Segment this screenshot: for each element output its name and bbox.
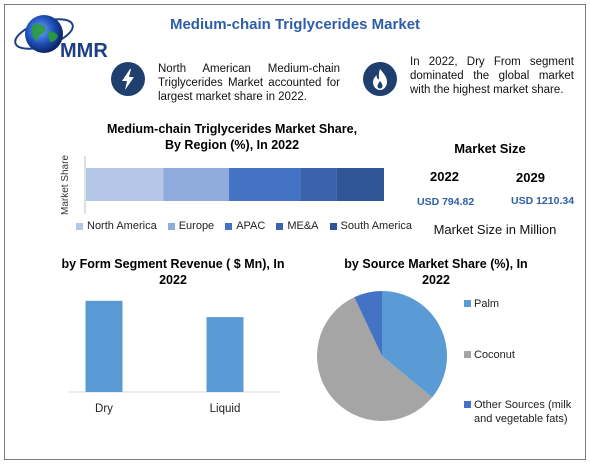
legend-swatch	[167, 222, 175, 230]
form-chart-title: by Form Segment Revenue ( $ Mn), In 2022	[61, 257, 285, 287]
source-chart-title: by Source Market Share (%), In 2022	[344, 257, 528, 287]
region-share-chart: Market Share	[60, 155, 384, 215]
pie-slice-palm	[382, 291, 447, 398]
region-legend: North America Europe APAC ME&A South America	[76, 220, 423, 232]
region-chart-title: Medium-chain Triglycerides Market Share,…	[106, 122, 358, 152]
page-title: Medium-chain Triglycerides Market	[169, 16, 421, 33]
legend-swatch	[276, 222, 284, 230]
legend-item-south-america: South America	[329, 220, 413, 232]
infographic-frame	[4, 4, 586, 460]
legend-item-north-america: North America	[76, 220, 157, 232]
logo-text: MMR	[60, 40, 108, 62]
legend-swatch	[225, 222, 233, 230]
north-america-callout: North American Medium-chain Triglyceride…	[158, 63, 340, 103]
mmr-logo: MMR	[14, 10, 132, 68]
legend-label: Palm	[474, 298, 500, 310]
globe-logo-icon: MMR	[14, 15, 108, 62]
dry-form-callout: In 2022, Dry From segment dominated the …	[410, 56, 574, 96]
region-bar-apac	[229, 168, 301, 201]
pie-slice-other	[354, 291, 382, 356]
region-bar-me-a	[300, 168, 337, 201]
source-share-pie	[317, 291, 447, 421]
form-tick-label: Dry	[95, 403, 113, 415]
legend-item-apac: APAC	[225, 220, 265, 232]
legend-label: Coconut	[474, 349, 515, 361]
region-bar-north-america	[86, 168, 164, 201]
form-segment-chart: Dry Liquid	[68, 300, 280, 415]
legend-label: South America	[340, 220, 413, 232]
legend-label: APAC	[236, 220, 266, 232]
legend-item-me-a: ME&A	[276, 220, 319, 232]
form-bar-dry	[85, 300, 123, 392]
market-size-year-2022: 2022	[430, 169, 459, 184]
legend-swatch	[76, 222, 83, 230]
market-size-title: Market Size	[454, 141, 526, 156]
region-bar-europe	[163, 168, 230, 201]
flame-icon	[363, 62, 397, 96]
legend-item-europe: Europe	[167, 220, 215, 232]
market-size-value-2029: USD 1210.34	[511, 195, 575, 207]
legend-swatch	[464, 351, 471, 358]
legend-swatch	[464, 401, 471, 408]
legend-label: Other Sources (milk and vegetable fats)	[474, 399, 572, 425]
legend-label: North America	[87, 220, 157, 232]
legend-label: Europe	[178, 220, 215, 232]
market-size-value-2022: USD 794.82	[417, 196, 475, 208]
legend-swatch	[464, 300, 471, 307]
region-bar-south-america	[336, 168, 384, 201]
region-chart-ylabel: Market Share	[60, 155, 71, 215]
legend-swatch	[329, 222, 337, 230]
form-bar-liquid	[206, 317, 244, 392]
market-size-caption: Market Size in Million	[433, 222, 557, 237]
form-tick-label: Liquid	[210, 403, 241, 415]
legend-label: ME&A	[287, 220, 319, 232]
market-size-year-2029: 2029	[516, 170, 545, 185]
lightning-icon	[111, 62, 145, 96]
pie-slice-coconut	[317, 297, 433, 421]
